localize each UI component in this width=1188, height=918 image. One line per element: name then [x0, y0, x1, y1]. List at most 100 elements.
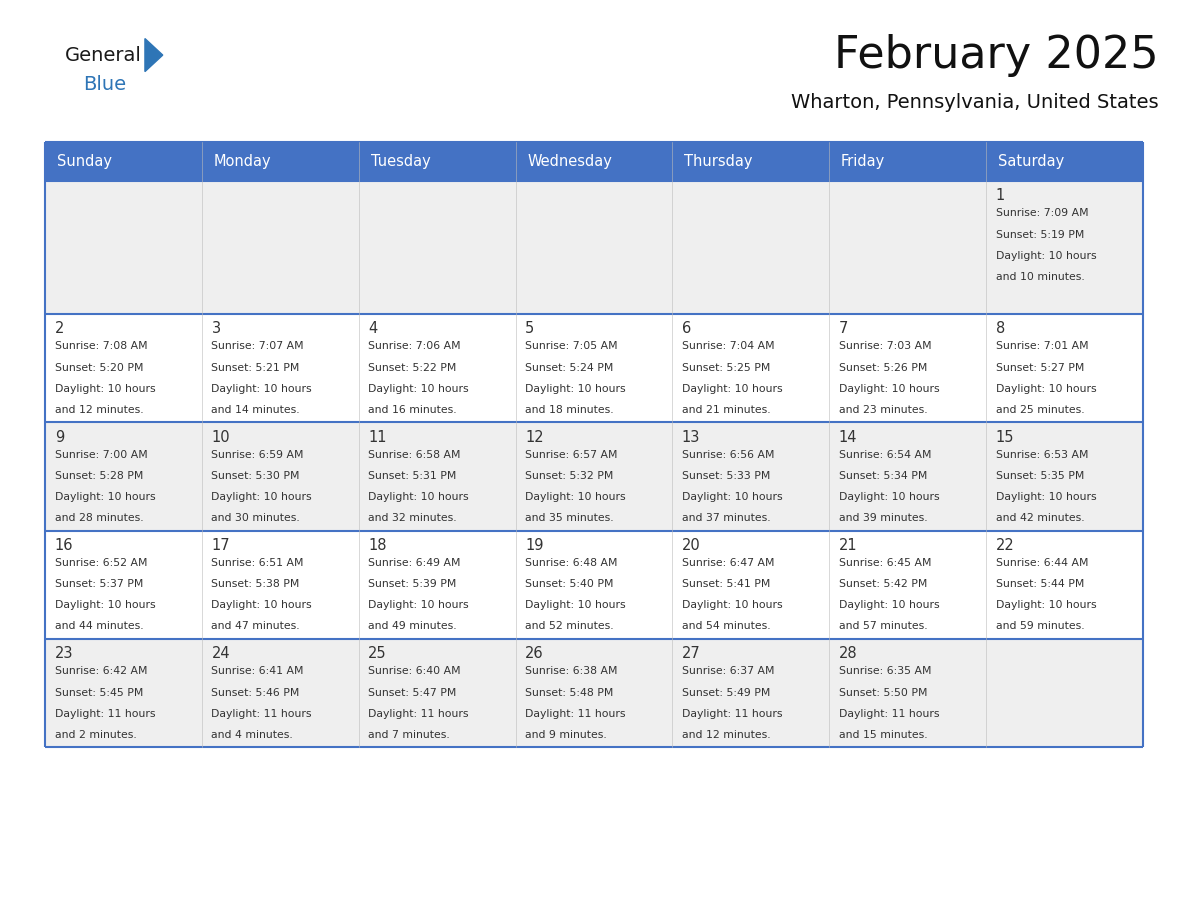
- Text: Daylight: 10 hours: Daylight: 10 hours: [682, 600, 783, 610]
- FancyBboxPatch shape: [45, 314, 1143, 422]
- Text: 9: 9: [55, 430, 64, 444]
- Text: 2: 2: [55, 321, 64, 336]
- Text: Sunset: 5:19 PM: Sunset: 5:19 PM: [996, 230, 1083, 240]
- Text: Sunrise: 6:47 AM: Sunrise: 6:47 AM: [682, 558, 775, 568]
- Text: 5: 5: [525, 321, 535, 336]
- Text: Sunset: 5:20 PM: Sunset: 5:20 PM: [55, 363, 143, 373]
- Text: 4: 4: [368, 321, 378, 336]
- Text: Sunset: 5:26 PM: Sunset: 5:26 PM: [839, 363, 927, 373]
- Text: Sunset: 5:30 PM: Sunset: 5:30 PM: [211, 471, 299, 481]
- Text: and 32 minutes.: and 32 minutes.: [368, 513, 457, 523]
- Text: Daylight: 10 hours: Daylight: 10 hours: [55, 600, 156, 610]
- Text: 11: 11: [368, 430, 387, 444]
- Text: February 2025: February 2025: [834, 34, 1158, 76]
- Text: 15: 15: [996, 430, 1015, 444]
- Text: 6: 6: [682, 321, 691, 336]
- Text: and 39 minutes.: and 39 minutes.: [839, 513, 928, 523]
- Text: 24: 24: [211, 646, 230, 661]
- Text: Sunrise: 6:40 AM: Sunrise: 6:40 AM: [368, 666, 461, 677]
- Text: and 12 minutes.: and 12 minutes.: [55, 405, 144, 415]
- Text: Sunrise: 7:03 AM: Sunrise: 7:03 AM: [839, 341, 931, 352]
- Text: Sunrise: 6:48 AM: Sunrise: 6:48 AM: [525, 558, 618, 568]
- Text: and 2 minutes.: and 2 minutes.: [55, 730, 137, 740]
- Text: and 28 minutes.: and 28 minutes.: [55, 513, 144, 523]
- Text: Sunrise: 7:05 AM: Sunrise: 7:05 AM: [525, 341, 618, 352]
- Text: 8: 8: [996, 321, 1005, 336]
- Text: Sunset: 5:50 PM: Sunset: 5:50 PM: [839, 688, 927, 698]
- Text: Sunrise: 6:49 AM: Sunrise: 6:49 AM: [368, 558, 461, 568]
- Text: Daylight: 10 hours: Daylight: 10 hours: [368, 492, 469, 502]
- Text: Sunset: 5:40 PM: Sunset: 5:40 PM: [525, 579, 613, 589]
- Text: 10: 10: [211, 430, 230, 444]
- Text: 7: 7: [839, 321, 848, 336]
- Text: Sunrise: 6:53 AM: Sunrise: 6:53 AM: [996, 450, 1088, 460]
- Text: and 35 minutes.: and 35 minutes.: [525, 513, 614, 523]
- Text: Sunrise: 6:59 AM: Sunrise: 6:59 AM: [211, 450, 304, 460]
- Text: Daylight: 10 hours: Daylight: 10 hours: [996, 492, 1097, 502]
- Text: 19: 19: [525, 538, 544, 553]
- FancyBboxPatch shape: [45, 422, 1143, 531]
- Text: and 37 minutes.: and 37 minutes.: [682, 513, 771, 523]
- Text: 3: 3: [211, 321, 221, 336]
- Text: 27: 27: [682, 646, 701, 661]
- Text: and 16 minutes.: and 16 minutes.: [368, 405, 457, 415]
- Text: Sunset: 5:38 PM: Sunset: 5:38 PM: [211, 579, 299, 589]
- Text: Sunset: 5:28 PM: Sunset: 5:28 PM: [55, 471, 143, 481]
- Text: Sunset: 5:42 PM: Sunset: 5:42 PM: [839, 579, 927, 589]
- Text: Sunrise: 7:00 AM: Sunrise: 7:00 AM: [55, 450, 147, 460]
- Text: and 23 minutes.: and 23 minutes.: [839, 405, 928, 415]
- Text: and 30 minutes.: and 30 minutes.: [211, 513, 301, 523]
- Text: Sunrise: 6:52 AM: Sunrise: 6:52 AM: [55, 558, 147, 568]
- Text: 16: 16: [55, 538, 74, 553]
- Text: Daylight: 10 hours: Daylight: 10 hours: [839, 600, 940, 610]
- Text: Thursday: Thursday: [684, 154, 753, 169]
- Text: Sunrise: 6:41 AM: Sunrise: 6:41 AM: [211, 666, 304, 677]
- Text: and 7 minutes.: and 7 minutes.: [368, 730, 450, 740]
- Text: Wharton, Pennsylvania, United States: Wharton, Pennsylvania, United States: [791, 94, 1158, 112]
- Text: Sunset: 5:31 PM: Sunset: 5:31 PM: [368, 471, 456, 481]
- Text: Sunset: 5:34 PM: Sunset: 5:34 PM: [839, 471, 927, 481]
- Text: 20: 20: [682, 538, 701, 553]
- Text: 28: 28: [839, 646, 858, 661]
- Text: Sunset: 5:47 PM: Sunset: 5:47 PM: [368, 688, 456, 698]
- Text: and 12 minutes.: and 12 minutes.: [682, 730, 771, 740]
- Text: 21: 21: [839, 538, 858, 553]
- FancyBboxPatch shape: [45, 142, 1143, 181]
- Text: Daylight: 10 hours: Daylight: 10 hours: [55, 384, 156, 394]
- Text: 17: 17: [211, 538, 230, 553]
- Text: and 57 minutes.: and 57 minutes.: [839, 621, 928, 632]
- Polygon shape: [145, 39, 163, 72]
- Text: Daylight: 10 hours: Daylight: 10 hours: [996, 600, 1097, 610]
- Text: and 14 minutes.: and 14 minutes.: [211, 405, 301, 415]
- Text: Sunrise: 7:08 AM: Sunrise: 7:08 AM: [55, 341, 147, 352]
- Text: Sunrise: 6:44 AM: Sunrise: 6:44 AM: [996, 558, 1088, 568]
- Text: Sunrise: 6:45 AM: Sunrise: 6:45 AM: [839, 558, 931, 568]
- Text: Sunset: 5:44 PM: Sunset: 5:44 PM: [996, 579, 1083, 589]
- Text: Sunrise: 6:42 AM: Sunrise: 6:42 AM: [55, 666, 147, 677]
- Text: Daylight: 11 hours: Daylight: 11 hours: [55, 709, 156, 719]
- Text: Sunrise: 7:07 AM: Sunrise: 7:07 AM: [211, 341, 304, 352]
- Text: and 18 minutes.: and 18 minutes.: [525, 405, 614, 415]
- Text: 26: 26: [525, 646, 544, 661]
- Text: and 21 minutes.: and 21 minutes.: [682, 405, 771, 415]
- Text: Sunset: 5:46 PM: Sunset: 5:46 PM: [211, 688, 299, 698]
- Text: Daylight: 10 hours: Daylight: 10 hours: [682, 492, 783, 502]
- Text: 1: 1: [996, 188, 1005, 203]
- Text: Daylight: 10 hours: Daylight: 10 hours: [211, 492, 312, 502]
- Text: Daylight: 10 hours: Daylight: 10 hours: [525, 492, 626, 502]
- Text: Sunset: 5:39 PM: Sunset: 5:39 PM: [368, 579, 456, 589]
- Text: and 49 minutes.: and 49 minutes.: [368, 621, 457, 632]
- Text: Saturday: Saturday: [998, 154, 1064, 169]
- Text: Wednesday: Wednesday: [527, 154, 612, 169]
- Text: and 42 minutes.: and 42 minutes.: [996, 513, 1085, 523]
- Text: Daylight: 10 hours: Daylight: 10 hours: [211, 600, 312, 610]
- Text: and 10 minutes.: and 10 minutes.: [996, 272, 1085, 282]
- Text: Daylight: 10 hours: Daylight: 10 hours: [839, 384, 940, 394]
- Text: Daylight: 10 hours: Daylight: 10 hours: [211, 384, 312, 394]
- Text: Daylight: 10 hours: Daylight: 10 hours: [368, 384, 469, 394]
- Text: Daylight: 11 hours: Daylight: 11 hours: [839, 709, 940, 719]
- Text: Daylight: 10 hours: Daylight: 10 hours: [525, 600, 626, 610]
- Text: 13: 13: [682, 430, 700, 444]
- Text: Sunrise: 6:37 AM: Sunrise: 6:37 AM: [682, 666, 775, 677]
- Text: Sunset: 5:35 PM: Sunset: 5:35 PM: [996, 471, 1083, 481]
